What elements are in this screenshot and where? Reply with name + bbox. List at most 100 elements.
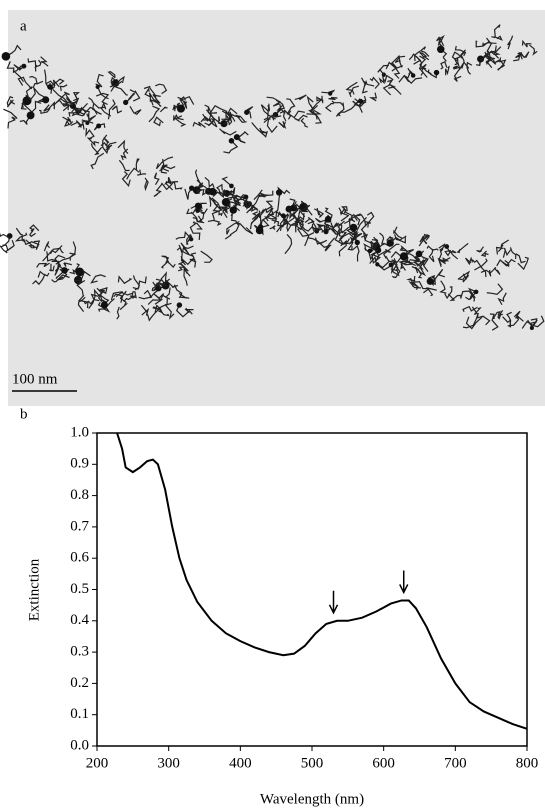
particle-cluster [324,215,332,223]
particle-strand [162,287,171,300]
particle-strand [29,224,40,232]
panel-label: b [20,406,28,422]
particle-strand [210,117,218,128]
particle-cluster [176,302,183,308]
particle-strand [77,296,86,312]
particle-strand [81,120,94,130]
particle-strand [284,234,293,255]
particle-strand [404,253,420,263]
particle-strand [444,286,453,300]
particle-strand [184,307,194,314]
particle-strand [488,266,501,275]
particle-strand [377,64,389,76]
particle-strand [440,48,448,62]
particle-strand [433,268,446,281]
particle-strand [7,116,16,129]
particle-strand [156,278,170,287]
particle-strand [489,46,502,56]
x-tick-label: 200 [86,755,109,771]
particle-strand [457,58,465,71]
particle-strand [371,249,381,264]
particle-cluster [42,96,50,104]
particle-cluster [47,84,53,90]
particle-strand [183,267,191,286]
particle-strand [419,235,427,245]
particle-strand [290,201,299,217]
particle-strand [62,116,72,123]
particle-strand [436,34,445,46]
particle-strand [49,78,65,88]
particle-strand [345,81,358,95]
particle-strand [454,45,467,57]
particle-strand [184,187,193,200]
particle-strand [144,87,152,102]
particle-strand [51,274,70,283]
particle-strand [394,55,406,68]
particle-strand [311,223,320,232]
particle-strand [338,207,350,222]
panel-label: a [20,18,27,34]
particle-strand [471,306,482,315]
particle-strand [181,252,197,266]
particle-strand [412,281,431,294]
particle-strand [154,278,163,290]
particle-strand [107,99,116,120]
particle-strand [352,244,360,262]
particle-strand [412,260,424,270]
particle-strand [328,96,338,101]
particle-strand [107,71,116,79]
particle-strand [428,248,435,263]
particle-strand [152,298,168,310]
particle-cluster [444,244,450,249]
particle-strand [306,109,322,115]
particle-strand [173,113,184,121]
particle-strand [221,206,228,215]
particle-strand [78,294,89,309]
particle-strand [279,214,290,228]
particle-cluster [415,250,423,258]
particle-strand [97,298,115,310]
particle-strand [151,283,160,292]
particle-strand [370,240,378,252]
particle-strand [500,239,510,248]
particle-strand [373,236,391,248]
particle-strand [178,244,194,257]
particle-strand [235,114,247,123]
particle-strand [316,96,324,104]
particle-strand [425,287,437,297]
particle-strand [150,98,162,107]
particle-cluster [436,45,445,54]
particle-strand [77,270,91,286]
particle-strand [411,266,422,279]
particle-cluster [123,99,129,106]
particle-strand [301,225,315,233]
particle-strand [389,234,401,244]
particle-strand [105,141,117,151]
particle-strand [408,281,421,289]
particle-cluster [26,111,35,120]
particle-strand [134,276,147,291]
particle-strand [369,76,380,89]
particle-strand [441,257,451,263]
y-tick-label: 0.1 [70,706,89,722]
particle-strand [456,242,469,254]
particle-strand [278,120,287,130]
particle-strand [155,156,174,170]
particle-strand [265,207,274,219]
particle-strand [340,206,348,214]
particle-strand [336,227,345,242]
particle-strand [200,250,213,263]
particle-strand [153,293,165,301]
particle-cluster [229,206,238,214]
particle-strand [438,36,445,48]
particle-strand [336,102,345,117]
particle-strand [502,247,512,258]
particle-strand [386,235,394,243]
particle-strand [404,75,423,85]
particle-strand [83,300,94,305]
particle-strand [118,159,130,172]
particle-strand [304,216,315,225]
particle-strand [120,148,129,161]
particle-strand [29,75,44,85]
